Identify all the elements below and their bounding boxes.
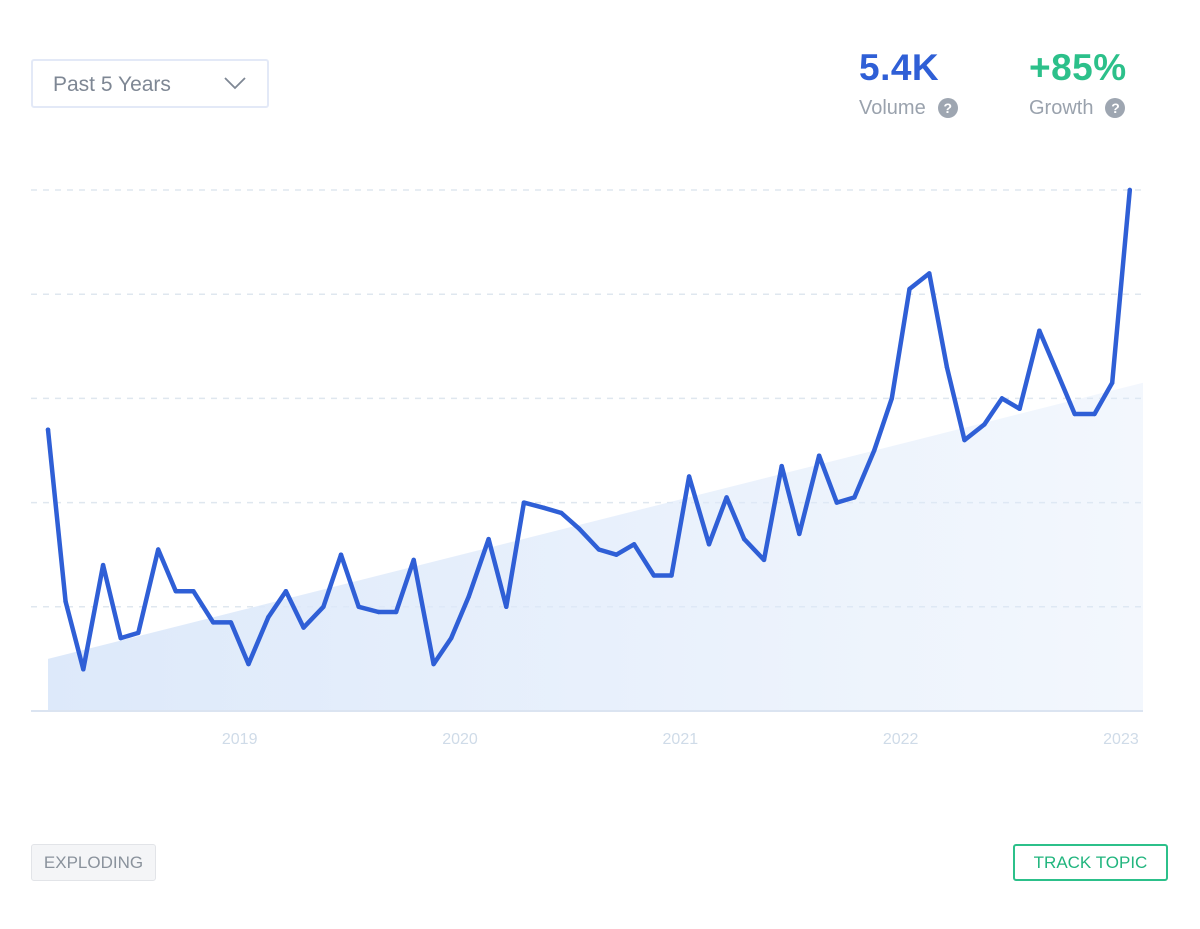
x-tick-label: 2022 <box>883 731 919 748</box>
data-point <box>742 536 747 542</box>
data-point <box>1110 380 1115 385</box>
data-point <box>301 625 306 630</box>
data-point <box>889 396 894 401</box>
data-point <box>927 271 932 276</box>
series-line <box>45 187 1133 672</box>
time-range-label: Past 5 Years <box>53 73 171 96</box>
x-tick-label: 2023 <box>1103 731 1139 748</box>
data-point <box>596 547 601 552</box>
data-point <box>521 500 527 505</box>
data-point <box>962 437 967 443</box>
data-point <box>999 396 1005 401</box>
data-point <box>706 542 712 547</box>
data-point <box>228 620 234 625</box>
data-point <box>81 667 86 672</box>
data-point <box>1037 328 1042 333</box>
data-point <box>356 604 361 609</box>
x-tick-label: 2021 <box>663 731 699 748</box>
data-point <box>431 661 436 667</box>
data-point <box>136 630 141 636</box>
x-tick-label: 2020 <box>442 731 478 748</box>
growth-help-icon[interactable]: ? <box>1105 98 1126 118</box>
data-point <box>1092 411 1097 417</box>
data-point <box>816 453 822 458</box>
data-point <box>779 463 784 469</box>
data-point <box>466 594 471 599</box>
data-point <box>173 589 178 594</box>
data-point <box>321 604 326 609</box>
data-point <box>376 609 381 615</box>
data-point <box>1054 370 1060 375</box>
data-point <box>541 505 546 510</box>
data-point <box>486 536 491 542</box>
data-point <box>797 531 802 537</box>
data-point <box>283 589 289 594</box>
data-point <box>449 635 454 641</box>
data-point <box>266 615 271 620</box>
data-point <box>669 573 674 578</box>
track-topic-button[interactable]: TRACK TOPIC <box>1013 844 1168 881</box>
data-point <box>411 557 416 563</box>
data-point <box>907 286 912 292</box>
time-range-select[interactable]: Past 5 Years <box>31 59 269 108</box>
data-point <box>724 495 729 500</box>
data-point <box>246 661 251 667</box>
data-point <box>45 427 51 432</box>
data-point <box>156 547 161 552</box>
volume-label: Volume <box>859 97 926 119</box>
data-point <box>631 542 637 547</box>
volume-help-icon[interactable]: ? <box>937 98 958 118</box>
data-point <box>63 599 68 604</box>
data-point <box>504 604 509 609</box>
x-tick-label: 2019 <box>222 731 258 748</box>
chevron-down-icon <box>224 77 246 90</box>
growth-stat: +85% Growth ? <box>1029 46 1127 120</box>
data-point <box>393 609 399 615</box>
data-point <box>559 510 564 516</box>
data-point <box>211 620 216 625</box>
data-point <box>1127 187 1133 193</box>
data-point <box>651 573 657 578</box>
data-point <box>1017 406 1022 411</box>
growth-label: Growth <box>1029 97 1094 119</box>
data-point <box>338 552 344 557</box>
data-point <box>982 422 987 427</box>
volume-value: 5.4K <box>859 47 940 88</box>
volume-stat: 5.4K Volume ? <box>859 46 958 120</box>
data-point <box>761 557 767 563</box>
data-point <box>944 364 950 370</box>
data-point <box>100 562 106 568</box>
data-point <box>686 474 692 479</box>
growth-value: +85% <box>1029 47 1127 88</box>
data-point <box>576 526 582 531</box>
data-point <box>1072 411 1077 417</box>
data-point <box>852 495 857 500</box>
data-point <box>872 448 877 453</box>
data-point <box>834 500 839 505</box>
data-point <box>614 552 619 557</box>
data-point <box>191 589 196 594</box>
exploding-badge: EXPLODING <box>31 844 156 881</box>
data-point <box>118 635 123 641</box>
